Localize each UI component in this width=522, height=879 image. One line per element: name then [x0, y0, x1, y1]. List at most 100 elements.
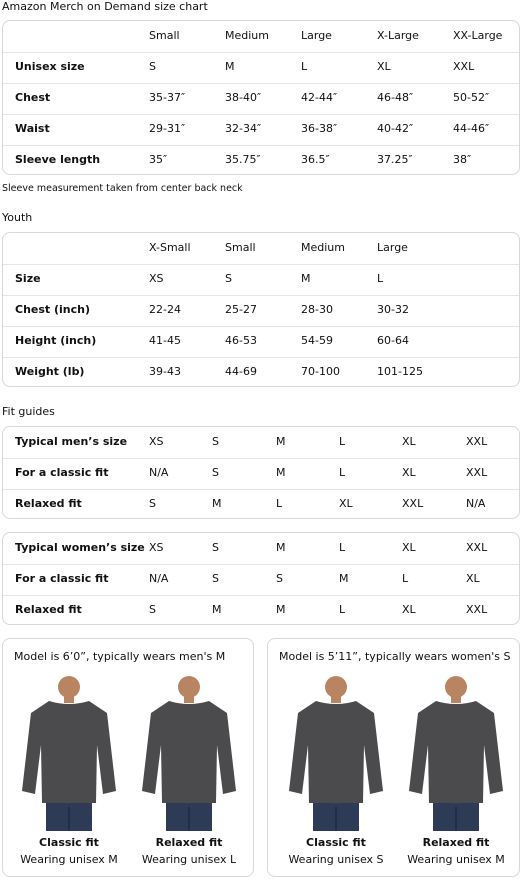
- cell: 46-48″: [377, 91, 414, 104]
- cell: S: [212, 541, 219, 554]
- row-divider: [3, 295, 519, 296]
- column-header: Large: [377, 241, 408, 254]
- cell: M: [301, 272, 311, 285]
- cell: XXL: [466, 603, 488, 616]
- cell: 36-38″: [301, 122, 338, 135]
- row-divider: [3, 114, 519, 115]
- cell: XL: [402, 603, 416, 616]
- cell: XS: [149, 272, 164, 285]
- model-caption: Model is 6’0”, typically wears men's M: [14, 650, 226, 663]
- table: Typical men’s size XS S M L XL XXL For a classi…: [2, 426, 520, 519]
- model-caption: Model is 5’11”, typically wears women's …: [279, 650, 511, 663]
- row-label: Weight (lb): [15, 365, 85, 378]
- fit-label: Relaxed fit: [155, 836, 223, 849]
- cell: S: [149, 603, 156, 616]
- row-label: For a classic fit: [15, 572, 109, 585]
- model-card: Model is 6’0”, typically wears men's M Cl…: [2, 638, 254, 877]
- cell: XL: [377, 60, 391, 73]
- model-card: Model is 5’11”, typically wears women's …: [267, 638, 520, 877]
- row-divider: [3, 52, 519, 53]
- cell: XL: [402, 435, 416, 448]
- row-label: Relaxed fit: [15, 497, 82, 510]
- cell: 32-34″: [225, 122, 262, 135]
- cell: 44-46″: [453, 122, 490, 135]
- section-title: Fit guides: [2, 405, 55, 418]
- row-label: Relaxed fit: [15, 603, 82, 616]
- cell: XXL: [402, 497, 424, 510]
- row-divider: [3, 83, 519, 84]
- model-image: [406, 673, 506, 833]
- cell: XL: [402, 541, 416, 554]
- cell: 40-42″: [377, 122, 414, 135]
- cell: 29-31″: [149, 122, 186, 135]
- column-header: Medium: [225, 29, 269, 42]
- cell: M: [276, 603, 286, 616]
- cell: 101-125: [377, 365, 423, 378]
- fit-label: Relaxed fit: [422, 836, 490, 849]
- cell: N/A: [149, 572, 169, 585]
- cell: L: [339, 541, 346, 554]
- cell: 37.25″: [377, 153, 413, 166]
- cell: M: [276, 541, 286, 554]
- note: Sleeve measurement taken from center bac…: [2, 183, 243, 194]
- wearing-label: Wearing unisex M: [20, 853, 118, 866]
- cell: 42-44″: [301, 91, 338, 104]
- cell: 44-69: [225, 365, 257, 378]
- cell: S: [212, 466, 219, 479]
- cell: XXL: [466, 466, 488, 479]
- cell: L: [377, 272, 384, 285]
- cell: L: [301, 60, 308, 73]
- column-header: Small: [149, 29, 180, 42]
- cell: 35″: [149, 153, 168, 166]
- row-divider: [3, 326, 519, 327]
- table: Typical women’s size XS S M L XL XXL For a clas…: [2, 532, 520, 625]
- cell: 60-64: [377, 334, 409, 347]
- cell: 38″: [453, 153, 472, 166]
- row-divider: [3, 145, 519, 146]
- row-label: Height (inch): [15, 334, 97, 347]
- row-label: Typical men’s size: [15, 435, 128, 448]
- cell: 54-59: [301, 334, 333, 347]
- column-header: XX-Large: [453, 29, 503, 42]
- cell: 35.75″: [225, 153, 261, 166]
- cell: M: [212, 603, 222, 616]
- column-header: Large: [301, 29, 332, 42]
- row-label: For a classic fit: [15, 466, 109, 479]
- row-divider: [3, 489, 519, 490]
- column-header: X-Small: [149, 241, 191, 254]
- wearing-label: Wearing unisex L: [141, 853, 237, 866]
- cell: M: [276, 466, 286, 479]
- cell: XXL: [466, 541, 488, 554]
- cell: S: [276, 572, 283, 585]
- cell: 28-30: [301, 303, 333, 316]
- cell: 35-37″: [149, 91, 186, 104]
- wearing-label: Wearing unisex S: [288, 853, 384, 866]
- cell: N/A: [149, 466, 169, 479]
- column-header: X-Large: [377, 29, 419, 42]
- row-divider: [3, 458, 519, 459]
- row-label: Typical women’s size: [15, 541, 145, 554]
- cell: M: [225, 60, 235, 73]
- cell: M: [339, 572, 349, 585]
- cell: XL: [339, 497, 353, 510]
- model-image: [139, 673, 239, 833]
- cell: 39-43: [149, 365, 181, 378]
- model-image: [286, 673, 386, 833]
- cell: S: [225, 272, 232, 285]
- cell: S: [149, 60, 156, 73]
- cell: S: [212, 435, 219, 448]
- row-divider: [3, 595, 519, 596]
- cell: N/A: [466, 497, 486, 510]
- fit-label: Classic fit: [306, 836, 366, 849]
- row-label: Chest (inch): [15, 303, 91, 316]
- row-label: Sleeve length: [15, 153, 101, 166]
- cell: 36.5″: [301, 153, 330, 166]
- column-header: Small: [225, 241, 256, 254]
- cell: L: [276, 497, 283, 510]
- cell: 30-32: [377, 303, 409, 316]
- cell: 38-40″: [225, 91, 262, 104]
- cell: XS: [149, 541, 164, 554]
- title: Amazon Merch on Demand size chart: [2, 0, 208, 13]
- column-header: Medium: [301, 241, 345, 254]
- row-label: Size: [15, 272, 41, 285]
